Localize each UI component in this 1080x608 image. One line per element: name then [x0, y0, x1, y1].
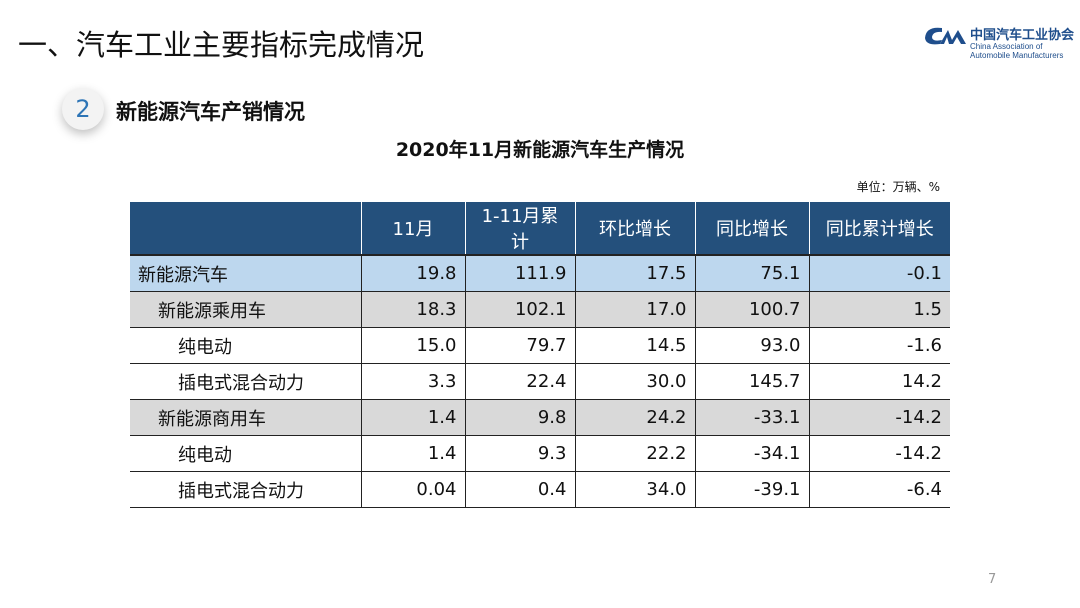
logo: 中国汽车工业协会 China Association of Automobile…: [922, 24, 1077, 68]
table-row: 新能源商用车 1.4 9.8 24.2 -33.1 -14.2: [130, 399, 950, 436]
table-cell: 0.4: [464, 471, 575, 508]
table-row: 插电式混合动力 0.04 0.4 34.0 -39.1 -6.4: [130, 471, 950, 508]
table-cell: 9.3: [464, 435, 575, 472]
header-cell: [130, 202, 361, 256]
table-cell: 102.1: [464, 291, 575, 328]
table-cell: 100.7: [694, 291, 809, 328]
header-row: 11月 1-11月累计 环比增长 同比增长 同比累计增长: [130, 202, 950, 256]
table-cell: 111.9: [464, 255, 575, 292]
page-number: 7: [988, 572, 997, 587]
logo-cn: 中国汽车工业协会: [970, 28, 1075, 43]
table-row: 纯电动 1.4 9.3 22.2 -34.1 -14.2: [130, 435, 950, 472]
table-cell: -1.6: [808, 327, 950, 364]
table-cell: -34.1: [694, 435, 809, 472]
table-cell: -33.1: [694, 399, 809, 436]
table-cell: 18.3: [360, 291, 465, 328]
table-cell: 1.5: [808, 291, 950, 328]
table-cell: 15.0: [360, 327, 465, 364]
table-row: 插电式混合动力 3.3 22.4 30.0 145.7 14.2: [130, 363, 950, 400]
table-cell: 新能源商用车: [130, 399, 361, 436]
logo-en: China Association of Automobile Manufact…: [970, 42, 1064, 60]
table-cell: 新能源乘用车: [130, 291, 361, 328]
table-cell: 1.4: [360, 399, 465, 436]
table-cell: 0.04: [360, 471, 465, 508]
table-row: 新能源乘用车 18.3 102.1 17.0 100.7 1.5: [130, 291, 950, 328]
table-cell: 145.7: [694, 363, 809, 400]
table-title: 2020年11月新能源汽车生产情况: [395, 139, 685, 161]
table-cell: 新能源汽车: [130, 255, 361, 292]
table-cell: 30.0: [574, 363, 695, 400]
table-cell: 插电式混合动力: [130, 471, 361, 508]
table-cell: 22.2: [574, 435, 695, 472]
table-cell: 14.2: [808, 363, 950, 400]
table-cell: 14.5: [574, 327, 695, 364]
slide-title: 一、汽车工业主要指标完成情况: [18, 28, 425, 62]
data-table: 11月 1-11月累计 环比增长 同比增长 同比累计增长 新能源汽车 19.8 111.9 17…: [130, 202, 950, 508]
table-cell: 24.2: [574, 399, 695, 436]
table-cell: 93.0: [694, 327, 809, 364]
section-title: 新能源汽车产销情况: [116, 100, 305, 124]
table-cell: 75.1: [694, 255, 809, 292]
table-cell: -6.4: [808, 471, 950, 508]
table-cell: -14.2: [808, 435, 950, 472]
table-cell: 插电式混合动力: [130, 363, 361, 400]
table-cell: 22.4: [464, 363, 575, 400]
table-cell: -14.2: [808, 399, 950, 436]
table-cell: 9.8: [464, 399, 575, 436]
table-cell: 79.7: [464, 327, 575, 364]
cam-logo-icon: [925, 27, 966, 45]
table-cell: 纯电动: [130, 327, 361, 364]
table-cell: 34.0: [574, 471, 695, 508]
header-cell: 11月: [360, 202, 465, 256]
table-cell: 1.4: [360, 435, 465, 472]
table-cell: 17.5: [574, 255, 695, 292]
header-cell: 1-11月累计: [464, 202, 575, 256]
unit-label: 单位：万辆、%: [856, 180, 940, 194]
table-row: 纯电动 15.0 79.7 14.5 93.0 -1.6: [130, 327, 950, 364]
header-cell: 环比增长: [574, 202, 695, 256]
table-cell: -39.1: [694, 471, 809, 508]
table-cell: -0.1: [808, 255, 950, 292]
table-cell: 3.3: [360, 363, 465, 400]
header-cell: 同比增长: [694, 202, 809, 256]
section-number: 2: [62, 88, 104, 130]
table-row: 新能源汽车 19.8 111.9 17.5 75.1 -0.1: [130, 255, 950, 292]
header-cell: 同比累计增长: [808, 202, 950, 256]
table-cell: 17.0: [574, 291, 695, 328]
table-cell: 纯电动: [130, 435, 361, 472]
table-cell: 19.8: [360, 255, 465, 292]
